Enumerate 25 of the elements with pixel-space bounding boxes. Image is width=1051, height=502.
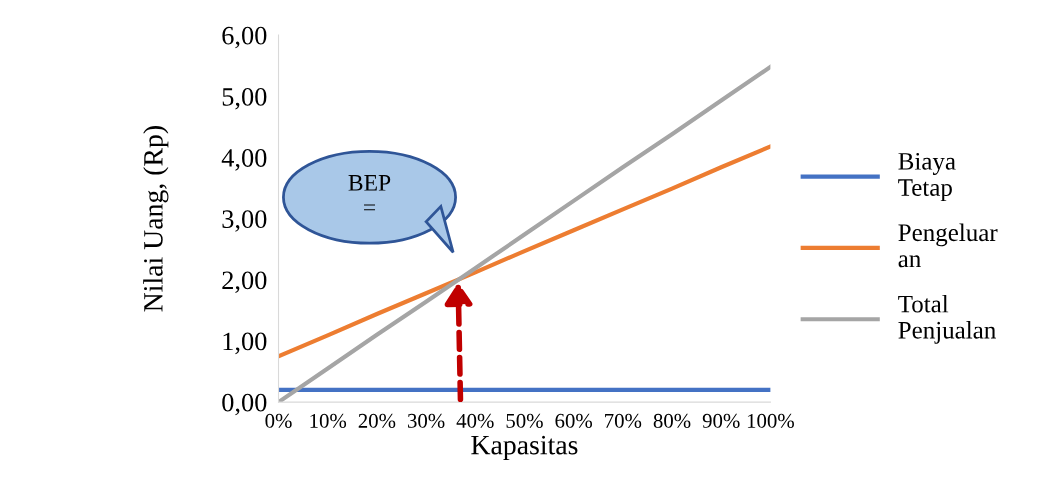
y-tick-label: 1,00: [223, 332, 267, 355]
x-tick-label: 10%: [310, 413, 347, 428]
y-tick-label: 3,00: [222, 210, 267, 232]
x-tick-label: 80%: [653, 413, 691, 428]
legend-label: Biaya Tetap: [898, 152, 956, 202]
x-tick-label: 0%: [265, 413, 292, 428]
y-tick-label: 4,00: [221, 149, 267, 171]
annotation: BEP =: [348, 175, 391, 211]
x-tick-label: 40%: [456, 413, 494, 428]
legend-label: Pengeluar an: [898, 223, 998, 268]
x-tick-label: 30%: [407, 413, 445, 428]
x-tick-label: 50%: [506, 413, 543, 428]
y-axis-title: Nilai Uang, (Rp): [143, 126, 169, 312]
y-tick-label: 2,00: [222, 271, 267, 293]
x-tick-label: 90%: [702, 413, 740, 428]
x-tick-label: 70%: [605, 413, 642, 428]
y-tick-label: 0,00: [222, 393, 267, 416]
x-axis-title: Kapasitas: [471, 435, 578, 461]
x-tick-label: 60%: [555, 413, 593, 428]
legend-label: Total Penjualan: [898, 294, 996, 344]
x-tick-label: 100%: [747, 413, 794, 428]
line-series: [278, 144, 771, 359]
x-tick-label: 20%: [358, 413, 396, 428]
y-tick-label: 5,00: [222, 87, 267, 110]
y-tick-label: 6,00: [222, 26, 267, 49]
